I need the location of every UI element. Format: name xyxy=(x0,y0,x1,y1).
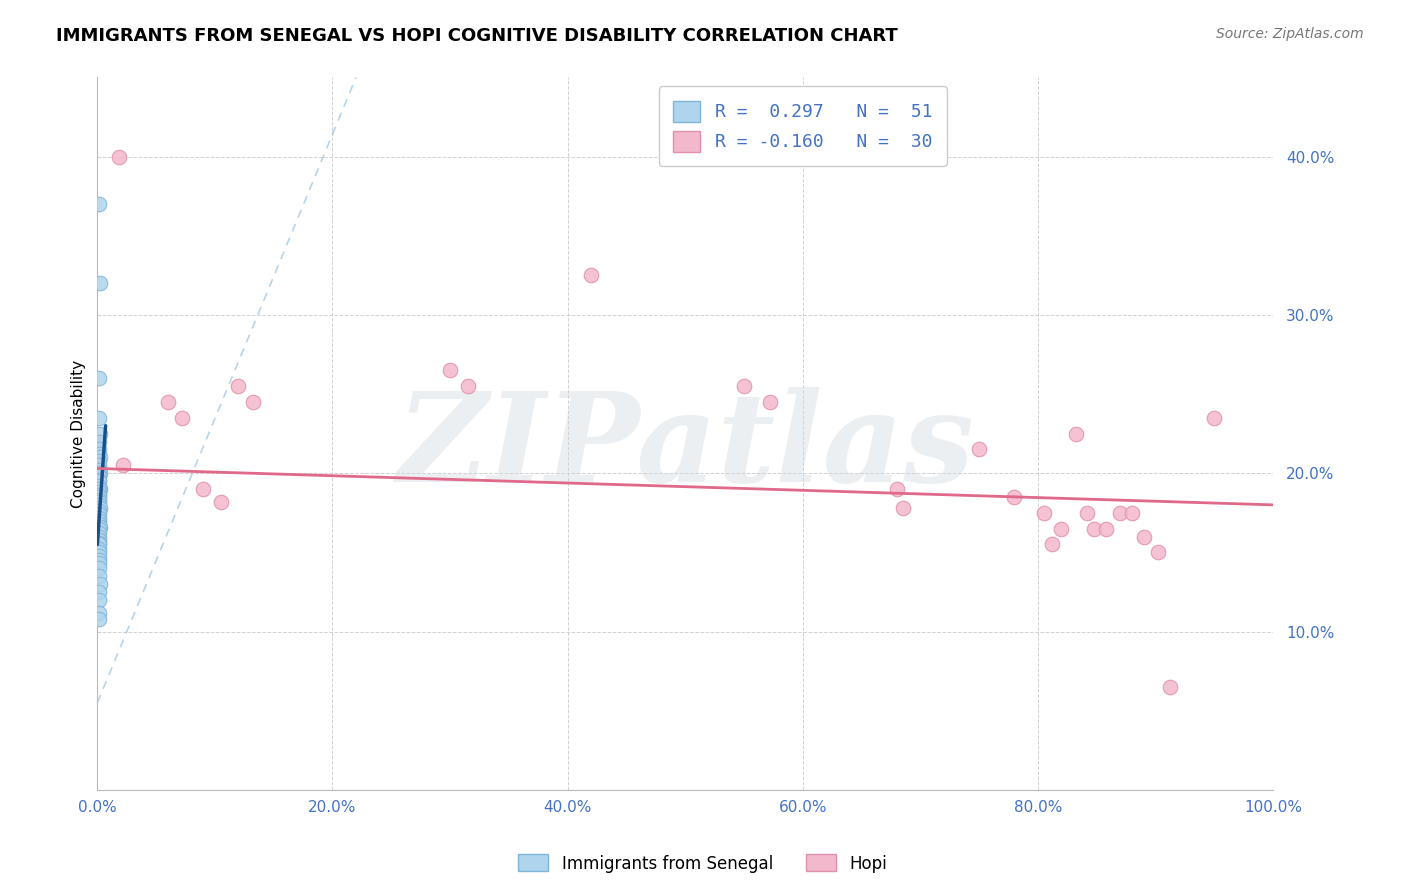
Point xyxy=(87,569,110,583)
Point xyxy=(170,410,193,425)
Point xyxy=(87,371,110,385)
Point xyxy=(886,482,908,496)
Point xyxy=(87,510,110,524)
Point xyxy=(87,447,110,461)
Point xyxy=(87,522,110,536)
Point xyxy=(87,516,110,531)
Point xyxy=(87,585,110,599)
Point xyxy=(89,467,111,481)
Point xyxy=(87,442,110,457)
Point xyxy=(87,469,110,483)
Text: ZIPatlas: ZIPatlas xyxy=(396,387,974,508)
Point xyxy=(1076,506,1098,520)
Point xyxy=(1095,522,1118,536)
Point xyxy=(87,467,110,481)
Point xyxy=(87,542,110,557)
Point xyxy=(1132,530,1154,544)
Point xyxy=(1159,680,1181,694)
Point xyxy=(87,553,110,567)
Point xyxy=(1050,522,1073,536)
Point xyxy=(87,488,110,502)
Point xyxy=(89,426,111,441)
Point xyxy=(228,379,250,393)
Point xyxy=(87,612,110,626)
Point xyxy=(759,395,782,409)
Point xyxy=(209,494,232,508)
Point xyxy=(579,268,602,283)
Point xyxy=(87,453,110,467)
Point xyxy=(87,498,110,512)
Point xyxy=(87,592,110,607)
Point xyxy=(242,395,264,409)
Point xyxy=(89,450,111,465)
Point xyxy=(87,537,110,551)
Point xyxy=(87,526,110,541)
Text: Source: ZipAtlas.com: Source: ZipAtlas.com xyxy=(1216,27,1364,41)
Point xyxy=(87,473,110,487)
Point xyxy=(1064,426,1087,441)
Point xyxy=(89,577,111,591)
Point xyxy=(87,530,110,544)
Point xyxy=(1147,545,1170,559)
Point xyxy=(87,533,110,547)
Point xyxy=(156,395,179,409)
Point xyxy=(87,536,110,550)
Point xyxy=(87,514,110,528)
Point xyxy=(87,561,110,575)
Point xyxy=(1002,490,1025,504)
Point xyxy=(87,458,110,473)
Point xyxy=(191,482,214,496)
Point xyxy=(87,557,110,571)
Point xyxy=(89,277,111,291)
Point xyxy=(1040,537,1063,551)
Point xyxy=(87,494,110,508)
Point xyxy=(87,463,110,477)
Point xyxy=(1121,506,1143,520)
Point xyxy=(87,410,110,425)
Legend: Immigrants from Senegal, Hopi: Immigrants from Senegal, Hopi xyxy=(512,847,894,880)
Text: IMMIGRANTS FROM SENEGAL VS HOPI COGNITIVE DISABILITY CORRELATION CHART: IMMIGRANTS FROM SENEGAL VS HOPI COGNITIV… xyxy=(56,27,898,45)
Point xyxy=(457,379,479,393)
Point xyxy=(891,501,914,516)
Point xyxy=(87,493,110,508)
Point xyxy=(1032,506,1054,520)
Point xyxy=(1083,522,1105,536)
Point xyxy=(87,504,110,518)
Point xyxy=(87,485,110,500)
Point xyxy=(87,474,110,488)
Point xyxy=(967,442,990,457)
Point xyxy=(87,549,110,563)
Point xyxy=(733,379,755,393)
Point xyxy=(87,197,110,211)
Point xyxy=(89,520,111,534)
Point xyxy=(87,606,110,620)
Point xyxy=(87,479,110,493)
Point xyxy=(112,458,135,473)
Point xyxy=(87,434,110,449)
Point xyxy=(87,545,110,559)
Point xyxy=(89,501,111,516)
Y-axis label: Cognitive Disability: Cognitive Disability xyxy=(72,359,86,508)
Point xyxy=(87,482,110,496)
Point xyxy=(87,508,110,522)
Point xyxy=(1204,410,1226,425)
Point xyxy=(107,150,129,164)
Point xyxy=(89,482,111,496)
Point xyxy=(1109,506,1132,520)
Legend: R =  0.297   N =  51, R = -0.160   N =  30: R = 0.297 N = 51, R = -0.160 N = 30 xyxy=(658,87,946,166)
Point xyxy=(439,363,461,377)
Point xyxy=(87,490,110,504)
